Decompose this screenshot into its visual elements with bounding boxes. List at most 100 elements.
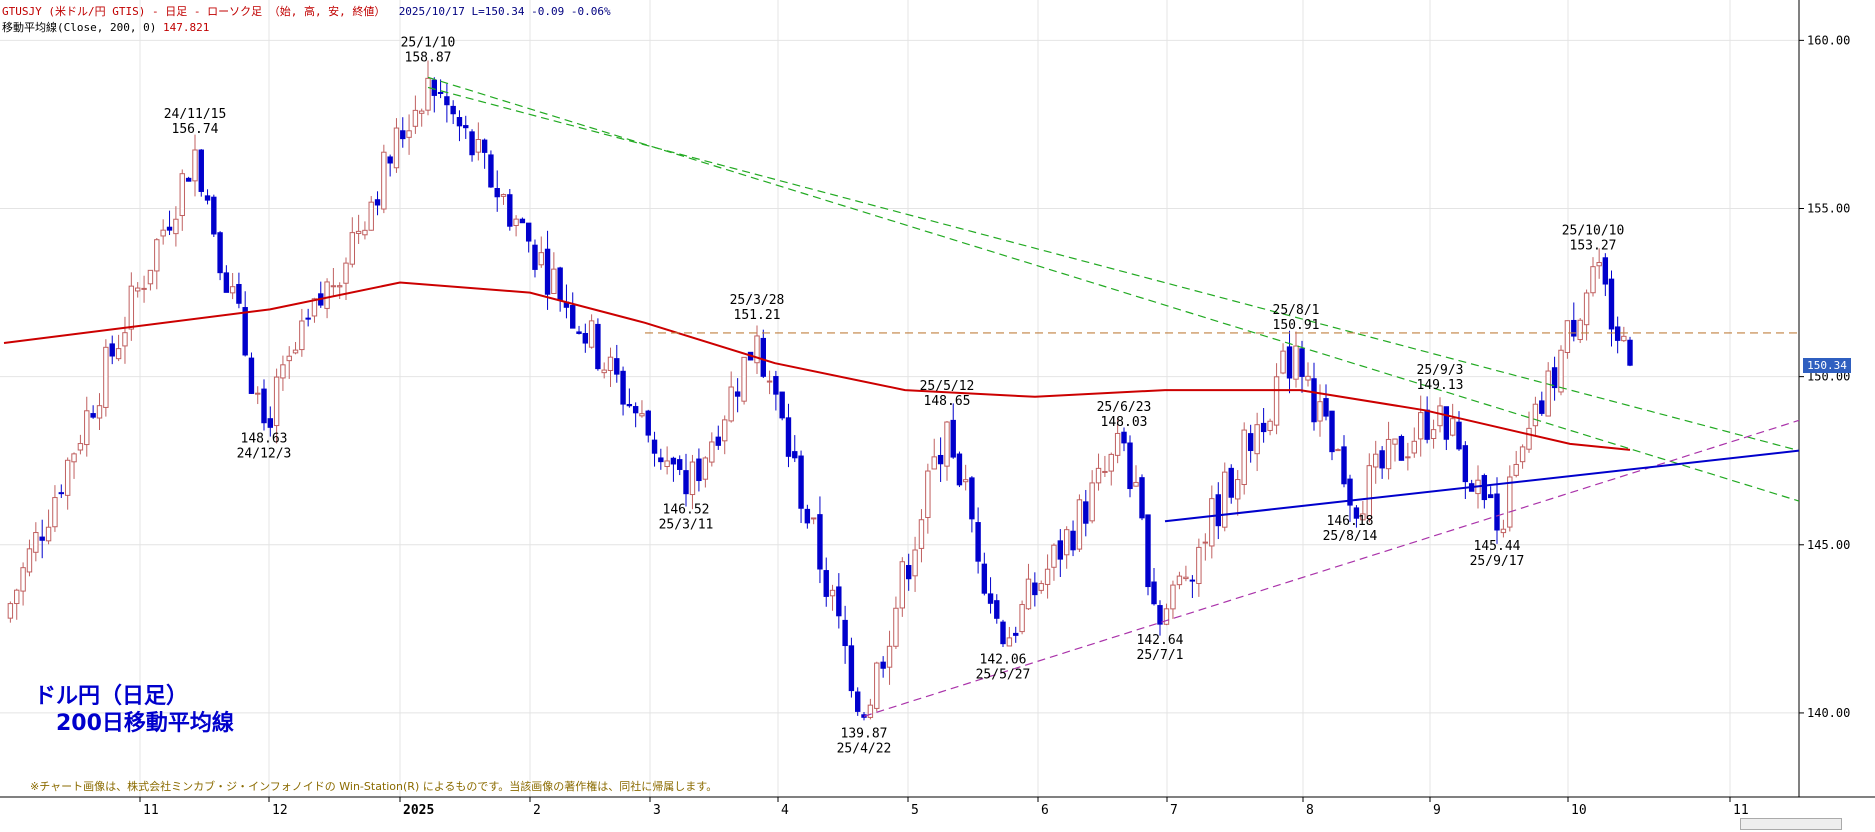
candle-body-102 [651,439,658,454]
annotation-10-line2: 150.91 [1273,318,1320,333]
annotation-0-line2: 156.74 [172,122,219,137]
candle-body-51 [330,285,337,288]
candle-body-110 [702,457,709,480]
candle-body-41 [267,418,274,428]
candle-body-165 [1051,544,1057,568]
candle-body-36 [236,283,242,304]
candle-body-40 [261,388,267,424]
candle-body-45 [292,349,299,354]
candle-body-33 [217,232,223,274]
candle-body-244 [1551,367,1558,389]
candle-body-111 [709,441,715,463]
candle-body-17 [115,348,122,360]
annotation-11-line2: 25/8/14 [1323,529,1378,544]
annotation-13-line2: 25/9/17 [1470,554,1525,569]
candle-body-255 [1621,335,1627,342]
candle-body-59 [381,151,387,210]
annotation-5-line1: 139.87 [841,726,888,741]
candle-body-189 [1202,541,1209,544]
candle-body-55 [355,230,362,234]
candle-body-247 [1571,319,1577,337]
candle-body-222 [1411,440,1417,454]
y-tick-label-4: 160.00 [1807,33,1850,47]
candle-body-0 [7,603,14,619]
x-tick-label-1: 12 [272,803,288,818]
candle-body-61 [393,127,400,169]
candle-body-149 [950,419,956,458]
candle-body-14 [96,405,103,419]
candle-body-152 [969,477,975,520]
candle-body-29 [192,149,198,182]
candle-body-174 [1108,453,1114,472]
candle-body-21 [141,287,147,290]
candle-body-85 [544,248,551,295]
candle-body-25 [166,226,173,231]
candle-body-83 [532,244,538,270]
candle-body-206 [1311,378,1317,423]
candle-body-216 [1373,453,1379,468]
candle-body-173 [1102,470,1108,473]
candle-body-16 [109,343,115,357]
annotation-4-line1: 25/3/28 [730,293,785,308]
candle-body-76 [488,154,494,188]
candle-body-188 [1196,546,1202,584]
annotation-14-line1: 25/10/10 [1562,224,1625,239]
candle-body-132 [842,619,848,647]
y-tick-label-1: 145.00 [1807,538,1850,552]
annotation-4-line2: 151.21 [734,308,781,323]
candle-body-250 [1590,266,1596,294]
candle-body-127 [810,517,817,520]
candle-body-105 [670,457,677,465]
candle-body-145 [925,470,931,518]
x-tick-label-0: 11 [143,803,159,818]
candle-body-113 [722,419,728,442]
price-change-pct: -0.06% [570,5,611,18]
annotation-6-line1: 25/5/12 [920,379,975,394]
candle-body-27 [179,173,185,217]
candle-body-50 [324,281,330,309]
candle-body-194 [1235,479,1241,500]
candle-body-190 [1209,498,1215,547]
candle-body-208 [1323,398,1329,417]
candle-body-2 [20,567,26,592]
candle-body-237 [1507,476,1513,528]
candle-body-89 [570,304,576,329]
candle-body-128 [817,514,823,570]
candle-body-146 [931,456,937,470]
candle-body-158 [1006,637,1013,647]
candle-body-30 [198,149,204,192]
candle-body-129 [823,570,829,597]
header-date: 2025/10/17 [398,5,465,18]
horizontal-scrollbar[interactable] [1740,818,1842,830]
candle-body-209 [1329,410,1335,453]
candle-body-141 [899,561,906,609]
candle-body-175 [1114,432,1121,456]
ma-legend: 移動平均線(Close, 200, 0) 147.821 [2,19,209,35]
x-tick-label-12: 11 [1733,803,1749,818]
candle-body-26 [173,218,179,235]
candle-body-122 [779,391,785,419]
candle-body-31 [204,195,211,201]
annotation-1-line1: 148.63 [241,432,288,447]
annotation-6-line2: 148.65 [924,394,971,409]
candle-body-95 [607,356,614,371]
candle-body-215 [1366,465,1372,519]
candle-body-148 [944,421,950,467]
candle-body-58 [374,199,381,206]
candle-body-119 [760,337,766,377]
candle-body-32 [211,196,217,235]
candle-body-170 [1083,501,1089,524]
candle-body-140 [893,607,899,647]
x-tick-label-2: 2025 [403,803,434,818]
candle-body-65 [418,110,425,114]
annotation-1-line2: 24/12/3 [237,447,292,462]
candle-body-160 [1019,604,1025,633]
caption-line-2: 200日移動平均線 [34,711,234,736]
candle-body-99 [632,406,639,414]
candle-body-8 [58,492,64,495]
candle-body-92 [588,320,595,348]
candle-body-46 [299,320,305,351]
candle-body-178 [1133,481,1139,487]
ma200-line [3,281,1631,451]
candle-body-109 [696,458,702,482]
